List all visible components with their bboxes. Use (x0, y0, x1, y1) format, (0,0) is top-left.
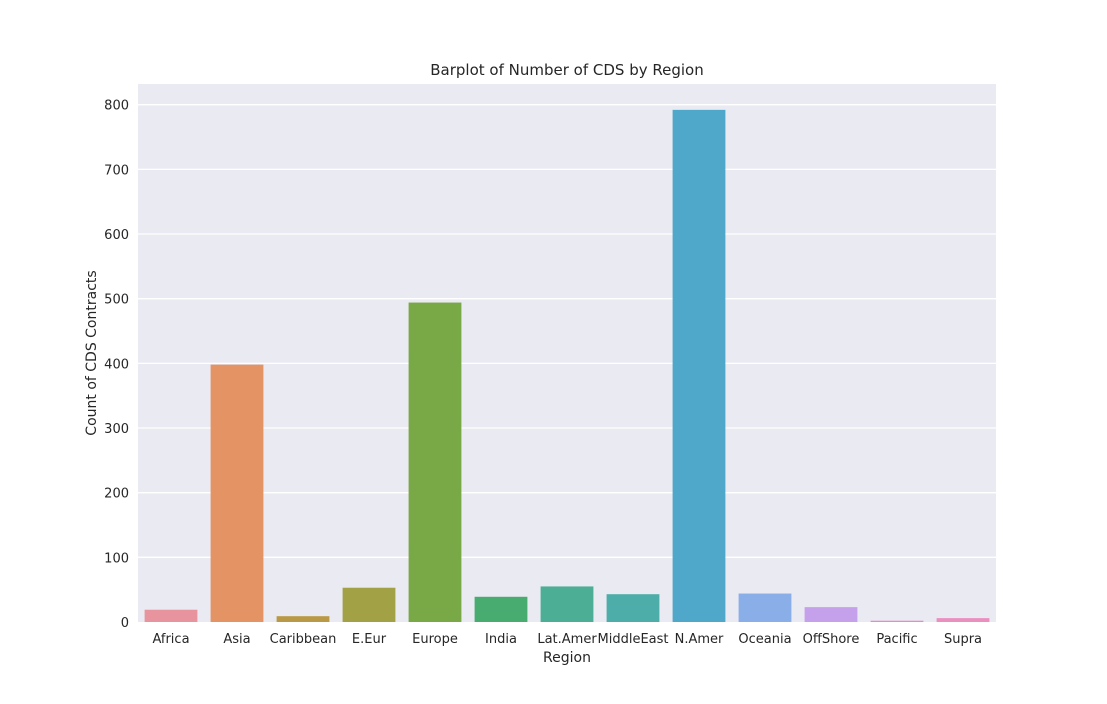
x-tick-label: Lat.Amer (537, 632, 597, 647)
x-tick-label: MiddleEast (598, 632, 669, 647)
x-tick-label: N.Amer (675, 632, 724, 647)
bar-europe (408, 302, 462, 622)
y-tick-label: 300 (104, 422, 129, 437)
x-tick-label: E.Eur (352, 632, 387, 647)
y-tick-label: 200 (104, 487, 129, 502)
bar-middleeast (606, 594, 660, 622)
bar-oceania (738, 593, 792, 622)
bar-e-eur (342, 587, 396, 622)
y-tick-label: 800 (104, 99, 129, 114)
bar-supra (936, 618, 990, 622)
x-tick-label: Pacific (876, 632, 917, 647)
x-tick-label: India (485, 632, 517, 647)
bars (144, 109, 990, 623)
x-tick-label: Oceania (738, 632, 791, 647)
bar-africa (144, 609, 198, 622)
plot-background (138, 84, 996, 622)
bar-n-amer (672, 109, 726, 623)
y-tick-label: 100 (104, 551, 129, 566)
y-tick-label: 600 (104, 228, 129, 243)
y-tick-labels: 0 100 200 300 400 500 600 700 800 (104, 99, 129, 631)
chart-title: Barplot of Number of CDS by Region (430, 61, 703, 79)
bar-lat-amer (540, 586, 594, 622)
x-tick-label: Caribbean (270, 632, 337, 647)
x-tick-label: OffShore (803, 632, 860, 647)
y-axis-label: Count of CDS Contracts (84, 270, 100, 435)
y-tick-label: 700 (104, 163, 129, 178)
bar-caribbean (276, 616, 330, 622)
x-axis-label: Region (543, 650, 591, 666)
y-tick-label: 400 (104, 357, 129, 372)
y-tick-label: 0 (121, 616, 129, 631)
x-tick-labels: Africa Asia Caribbean E.Eur Europe India Lat.A… (152, 632, 982, 647)
gridlines (138, 104, 996, 558)
x-tick-label: Africa (152, 632, 189, 647)
bar-india (474, 596, 528, 622)
bar-asia (210, 364, 264, 622)
x-tick-label: Europe (412, 632, 458, 647)
x-tick-label: Supra (944, 632, 982, 647)
y-tick-label: 500 (104, 293, 129, 308)
bar-offshore (804, 607, 858, 622)
x-tick-label: Asia (223, 632, 250, 647)
bar-pacific (870, 620, 924, 622)
